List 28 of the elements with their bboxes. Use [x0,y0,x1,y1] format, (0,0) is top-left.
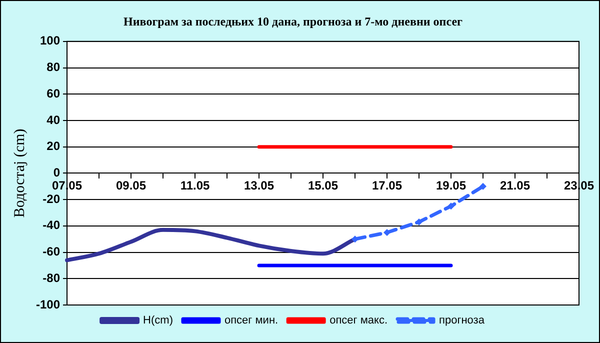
x-tick-label: 21.05 [500,178,530,193]
legend-label: опсег мин. [224,314,278,327]
x-tick-label: 19.05 [436,178,466,193]
point [448,202,455,210]
y-tick-label: -40 [42,218,60,232]
legend-label: прогноза [439,314,486,327]
y-tick-label: 0 [53,166,60,180]
y-axis-title: Водостај (cm) [12,128,28,218]
y-tick-label: 20 [46,139,60,154]
y-tick-label: -80 [42,270,60,285]
x-tick-label: 15.05 [308,178,338,193]
y-tick-label: 100 [40,34,60,48]
legend-label: опсег макс. [330,314,388,327]
y-tick-label: 80 [46,60,60,74]
point [480,182,487,190]
x-tick-label: 17.05 [372,178,402,193]
point [384,229,391,236]
x-tick-label: 13.05 [244,178,274,193]
y-tick-label: -100 [36,297,60,312]
x-tick-label: 11.05 [180,178,210,193]
y-tick-label: -60 [42,244,60,259]
legend-label: H(cm) [143,314,173,327]
chart-title: Нивограм за последњих 10 дана, прогноза и 7-мо дневни опсег [124,14,464,28]
y-tick-label: -20 [42,192,60,206]
y-tick-label: 40 [46,112,60,127]
x-tick-label: 09.05 [116,178,146,193]
y-tick-label: 60 [46,86,60,100]
point [416,218,423,226]
